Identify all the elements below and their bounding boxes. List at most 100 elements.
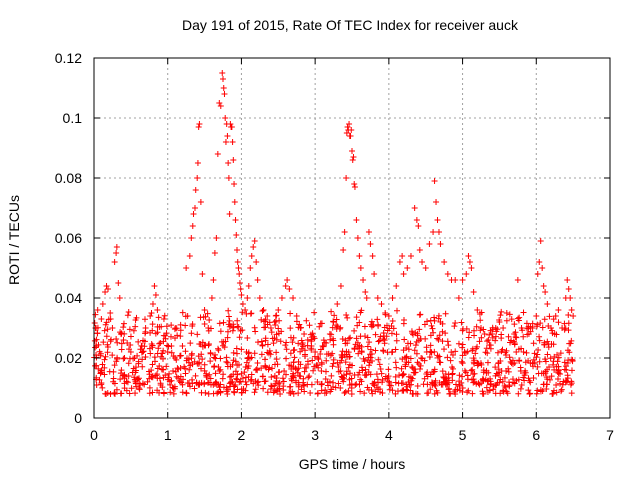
data-point	[308, 336, 315, 343]
data-point	[389, 387, 396, 394]
data-point	[303, 317, 310, 324]
data-point	[368, 323, 375, 330]
data-point	[523, 349, 530, 356]
data-point	[301, 331, 308, 337]
data-point	[490, 386, 497, 393]
data-point	[330, 341, 337, 348]
data-point	[301, 347, 308, 354]
data-point	[348, 390, 355, 397]
data-point	[447, 357, 454, 364]
data-point	[275, 369, 282, 376]
data-point	[306, 373, 313, 380]
data-point	[493, 381, 500, 388]
data-point	[343, 311, 350, 318]
data-point	[245, 350, 252, 357]
data-point	[494, 370, 501, 377]
data-point	[126, 390, 133, 397]
data-point	[506, 354, 513, 361]
data-point	[357, 388, 364, 395]
data-point	[166, 370, 173, 377]
data-point	[473, 323, 480, 330]
data-point	[139, 363, 146, 370]
data-point	[407, 253, 414, 259]
data-point	[251, 389, 258, 396]
data-point	[558, 386, 565, 393]
data-point	[549, 327, 556, 334]
data-point	[286, 286, 293, 292]
data-point	[530, 356, 537, 363]
data-point	[424, 318, 431, 325]
data-point	[386, 325, 393, 332]
data-point	[234, 386, 241, 393]
data-point	[174, 332, 181, 339]
data-point	[375, 379, 382, 386]
data-point	[160, 389, 167, 396]
data-point	[295, 390, 302, 397]
data-point	[452, 277, 459, 283]
data-point	[91, 337, 98, 344]
data-point	[161, 312, 168, 319]
data-point	[287, 325, 294, 332]
data-point	[527, 359, 534, 366]
data-point	[287, 350, 294, 357]
data-point	[496, 316, 503, 323]
data-point	[267, 351, 274, 358]
data-point	[172, 325, 179, 332]
data-point	[227, 379, 234, 386]
data-point	[350, 154, 357, 160]
data-point	[314, 379, 321, 386]
data-point	[502, 384, 509, 391]
data-point	[554, 358, 561, 365]
data-point	[294, 369, 301, 376]
y-tick-label: 0.02	[55, 350, 82, 366]
data-point	[293, 379, 300, 386]
data-point	[380, 335, 387, 342]
data-point	[92, 344, 99, 351]
data-point	[262, 362, 269, 369]
data-point	[307, 331, 314, 338]
data-point	[414, 390, 421, 397]
data-point	[278, 295, 285, 301]
data-point	[111, 389, 118, 396]
x-tick-label: 0	[90, 427, 98, 443]
data-point	[366, 362, 373, 369]
data-point	[422, 335, 429, 342]
data-point	[520, 333, 527, 340]
data-point	[408, 328, 415, 335]
data-point	[277, 390, 284, 397]
data-point	[368, 358, 375, 365]
data-point	[192, 372, 199, 379]
data-point	[281, 368, 288, 375]
data-point	[243, 310, 250, 317]
data-point	[170, 353, 177, 360]
data-point	[119, 372, 126, 379]
data-point	[315, 356, 322, 363]
data-point	[132, 390, 139, 397]
data-point	[401, 354, 408, 361]
data-point	[124, 379, 131, 386]
data-point	[221, 91, 228, 97]
data-point	[250, 244, 257, 250]
data-point	[297, 373, 304, 380]
data-point	[368, 350, 375, 357]
data-point	[323, 351, 330, 358]
data-point	[427, 317, 434, 324]
data-point	[248, 376, 255, 383]
data-point	[205, 327, 212, 334]
data-point	[540, 283, 547, 289]
data-point	[442, 310, 449, 317]
data-point	[431, 366, 438, 373]
y-tick-label: 0.08	[55, 170, 82, 186]
data-point	[558, 388, 565, 395]
data-point	[216, 100, 223, 106]
data-point	[193, 379, 200, 386]
data-point	[344, 353, 351, 360]
data-point	[414, 359, 421, 366]
data-point	[311, 335, 318, 342]
data-point	[355, 350, 362, 357]
data-point	[141, 343, 148, 350]
data-point	[283, 339, 290, 346]
data-point	[269, 365, 276, 372]
data-point	[541, 341, 548, 348]
data-point	[132, 323, 139, 330]
